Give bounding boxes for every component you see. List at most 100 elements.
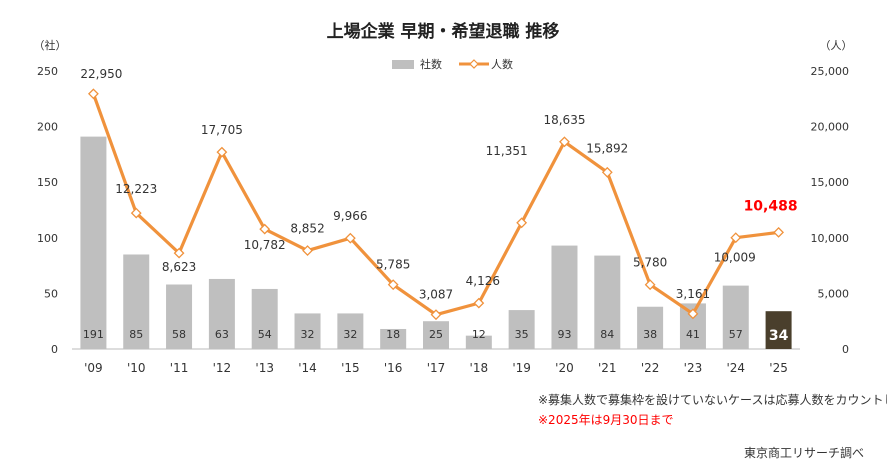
x-tick-label: '12 [213, 361, 232, 375]
bar-value-label: 57 [729, 328, 743, 341]
bar-value-label: 63 [215, 328, 229, 341]
bar [294, 313, 321, 349]
line-point [644, 279, 656, 291]
x-tick-label: '10 [127, 361, 146, 375]
line-point [259, 223, 271, 235]
left-axis-unit: （社） [34, 38, 67, 52]
line-series [91, 93, 779, 317]
right-tick-label: 15,000 [811, 176, 850, 189]
line-value-label: 18,635 [543, 113, 585, 127]
line-value-label: 22,950 [80, 67, 122, 81]
bar [465, 335, 492, 349]
line-point [430, 309, 442, 321]
bar [337, 313, 364, 349]
x-tick-label: '11 [170, 361, 189, 375]
bar-value-label: 191 [83, 328, 104, 341]
right-tick-label: 5,000 [818, 287, 850, 300]
x-tick-label: '16 [384, 361, 403, 375]
bar [80, 136, 107, 349]
chart-title: 上場企業 早期・希望退職 推移 [327, 21, 560, 42]
x-tick-label: '19 [512, 361, 531, 375]
bar-value-label: 84 [600, 328, 614, 341]
line-value-label: 17,705 [201, 123, 243, 137]
source-credit: 東京商工リサーチ調べ [744, 446, 865, 460]
line-value-label: 5,780 [633, 256, 667, 270]
x-tick-label: '15 [341, 361, 360, 375]
right-tick-label: 10,000 [811, 232, 850, 245]
line-value-label: 8,623 [162, 260, 196, 274]
line-point [516, 217, 528, 229]
bar-value-label: 32 [343, 328, 357, 341]
bar-value-label: 93 [557, 328, 571, 341]
bar-value-label: 12 [472, 328, 486, 341]
bar [380, 328, 407, 349]
bar [208, 278, 235, 349]
line-point [773, 226, 785, 238]
bar [594, 255, 621, 349]
bar-value-label: 41 [686, 328, 700, 341]
note-counting-method: ※募集人数で募集枠を設けていないケースは応募人数をカウントした [538, 393, 887, 407]
bar [722, 285, 749, 349]
legend-label-bar: 社数 [420, 57, 442, 71]
bar [166, 284, 193, 349]
line-value-label: 4,126 [466, 274, 500, 288]
x-tick-label: '23 [684, 361, 703, 375]
bar-value-label: 35 [515, 328, 529, 341]
x-tick-label: '21 [598, 361, 617, 375]
line-value-label: 10,009 [714, 251, 756, 265]
line-point [387, 279, 399, 291]
note-period: ※2025年は9月30日まで [538, 413, 674, 427]
line-point [302, 245, 313, 256]
line-value-label: 9,966 [333, 209, 367, 223]
x-tick-label: '17 [427, 361, 446, 375]
right-tick-label: 20,000 [811, 121, 850, 134]
line-point [173, 247, 185, 259]
bar-value-label: 32 [301, 328, 315, 341]
x-tick-label: '09 [84, 361, 103, 375]
left-tick-label: 200 [37, 121, 58, 134]
line-point [601, 166, 613, 178]
bar-value-label: 54 [258, 328, 272, 341]
legend-label-line: 人数 [491, 58, 513, 71]
line-point [130, 207, 142, 219]
bar-value-label: 25 [429, 328, 443, 341]
bar-value-label: 58 [172, 328, 186, 341]
x-tick-label: '22 [641, 361, 660, 375]
bar [251, 288, 278, 349]
line-value-label: 8,852 [290, 222, 324, 236]
bar [423, 321, 449, 349]
line-point [559, 136, 570, 148]
legend-swatch-bar [392, 60, 414, 69]
left-tick-label: 50 [44, 287, 58, 300]
right-axis-unit: （人） [820, 39, 853, 52]
bar [765, 311, 792, 349]
x-tick-label: '13 [255, 361, 274, 375]
x-tick-label: '14 [298, 361, 317, 375]
left-tick-label: 250 [37, 65, 58, 78]
right-tick-label: 0 [842, 343, 849, 356]
left-tick-label: 150 [37, 176, 58, 189]
bar-value-label: 38 [643, 328, 657, 341]
right-tick-label: 25,000 [811, 65, 850, 78]
bar-value-label: 34 [769, 328, 789, 344]
line-point [473, 297, 485, 309]
line-value-label: 11,351 [486, 144, 528, 158]
bar-value-label: 85 [129, 328, 143, 341]
line-value-label: 10,488 [744, 198, 798, 214]
bar [551, 245, 578, 349]
legend-marker-line [469, 59, 479, 69]
bar [637, 306, 664, 349]
x-tick-label: '18 [470, 361, 489, 375]
line-value-label: 5,785 [376, 258, 410, 272]
x-tick-label: '25 [769, 361, 788, 375]
line-point [344, 232, 356, 244]
line-value-label: 3,161 [676, 287, 710, 301]
bar [123, 254, 150, 349]
left-tick-label: 100 [37, 232, 58, 245]
line-value-label: 15,892 [586, 141, 628, 155]
bar-value-label: 18 [386, 328, 400, 341]
line-value-label: 3,087 [419, 288, 453, 302]
line-point [687, 308, 699, 320]
line-point [87, 88, 99, 100]
